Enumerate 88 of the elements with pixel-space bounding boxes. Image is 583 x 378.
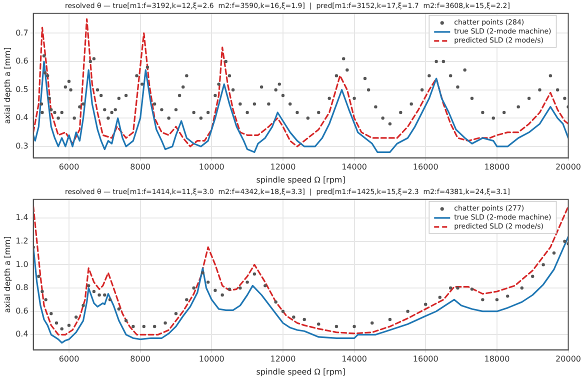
y-tick-label: 0.5 — [16, 84, 28, 94]
point — [44, 298, 48, 302]
point — [264, 284, 267, 288]
point — [132, 324, 135, 328]
point — [495, 298, 499, 302]
point — [117, 307, 121, 311]
y-tick-label: 0.4 — [16, 330, 28, 339]
point — [246, 280, 249, 284]
point — [448, 286, 452, 290]
point — [370, 321, 374, 325]
point — [142, 324, 146, 328]
line-series — [33, 18, 568, 148]
point — [552, 251, 556, 255]
point — [87, 284, 90, 288]
x-tick-label: 16000 — [412, 162, 438, 172]
point — [302, 318, 306, 322]
point — [520, 286, 524, 290]
point — [238, 286, 242, 290]
y-tick-label: 1.0 — [16, 260, 28, 269]
point — [470, 288, 474, 291]
point — [274, 300, 278, 304]
x-tick-label: 10000 — [198, 354, 224, 364]
point — [185, 298, 188, 302]
y-tick-label: 0.6 — [16, 306, 28, 316]
point — [206, 280, 210, 284]
x-tick-label: 8000 — [130, 354, 150, 364]
x-tick-label: 20000 — [556, 354, 581, 364]
y-tick-label: 0.8 — [16, 283, 28, 292]
point — [152, 324, 156, 328]
point — [37, 274, 40, 278]
x-tick-label: 20000 — [556, 162, 581, 172]
point — [67, 324, 71, 327]
point — [531, 274, 534, 278]
x-axis-title: spindle speed Ω [rpm] — [256, 367, 346, 376]
y-tick-label: 0.3 — [16, 142, 28, 151]
point — [334, 324, 338, 328]
point — [317, 322, 320, 326]
point — [98, 293, 101, 297]
point — [563, 240, 566, 243]
point — [456, 286, 460, 290]
x-tick-label: 8000 — [130, 162, 150, 172]
point — [103, 293, 106, 297]
point — [82, 304, 85, 308]
x-tick-label: 14000 — [342, 162, 368, 172]
point — [406, 310, 410, 313]
y-tick-label: 0.6 — [16, 56, 28, 66]
x-tick-label: 6000 — [58, 354, 80, 364]
point — [60, 327, 64, 330]
point — [506, 294, 510, 298]
y-tick-label: 0.7 — [16, 28, 28, 38]
point — [292, 316, 296, 319]
x-tick-label: 18000 — [484, 162, 510, 172]
x-tick-label: 10000 — [198, 162, 224, 172]
point — [174, 312, 178, 316]
x-tick-label: 14000 — [342, 354, 368, 364]
point — [542, 263, 545, 266]
point — [201, 271, 204, 274]
point — [108, 298, 112, 302]
y-tick-label: 1.2 — [16, 236, 28, 246]
y-tick-label: 1.4 — [16, 213, 28, 222]
point — [281, 310, 285, 313]
x-tick-label: 16000 — [412, 354, 438, 364]
point — [220, 293, 224, 297]
point — [352, 324, 356, 328]
point — [228, 288, 232, 291]
line-series — [33, 206, 568, 336]
point — [388, 318, 392, 322]
point — [40, 290, 44, 294]
point — [438, 296, 442, 299]
point — [50, 312, 53, 316]
point — [92, 290, 96, 294]
point — [481, 298, 484, 302]
x-tick-label: 12000 — [270, 354, 296, 364]
y-axis-title: axial depth a [mm] — [2, 47, 12, 124]
point — [252, 272, 256, 276]
point — [164, 321, 167, 325]
x-tick-label: 18000 — [484, 354, 510, 364]
x-axis-title: spindle speed Ω [rpm] — [256, 175, 346, 184]
point — [192, 286, 196, 290]
point — [124, 319, 128, 322]
point — [214, 288, 217, 292]
x-tick-label: 6000 — [58, 162, 80, 172]
point — [74, 316, 78, 319]
point — [424, 302, 428, 306]
y-tick-label: 0.4 — [16, 113, 28, 122]
y-axis-title: axial depth a [mm] — [2, 236, 12, 313]
point — [54, 321, 58, 325]
x-tick-label: 12000 — [270, 162, 296, 172]
